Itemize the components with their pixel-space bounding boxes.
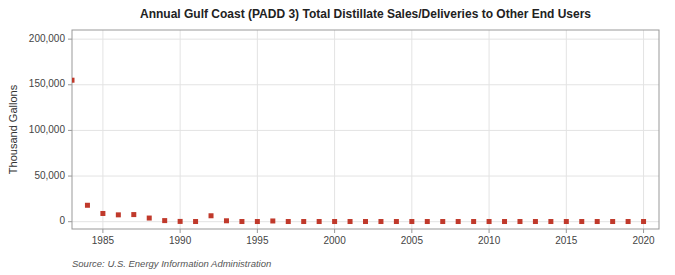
x-grid-line <box>180 30 181 229</box>
point <box>610 219 615 224</box>
points <box>72 78 646 224</box>
y-tick <box>68 221 72 222</box>
point <box>147 216 152 221</box>
point <box>394 219 399 224</box>
x-tick-label: 1985 <box>92 235 115 246</box>
point <box>409 219 414 224</box>
point <box>363 219 368 224</box>
x-grid-line <box>334 30 335 229</box>
point <box>178 219 183 224</box>
x-grid-line <box>411 30 412 229</box>
point <box>595 219 600 224</box>
point <box>517 219 522 224</box>
x-tick <box>643 229 644 233</box>
point <box>131 212 136 217</box>
y-tick-label: 150,000 <box>29 78 66 89</box>
point <box>487 219 492 224</box>
x-tick <box>102 229 103 233</box>
point <box>425 219 430 224</box>
x-tick-label: 2015 <box>555 235 578 246</box>
point <box>579 219 584 224</box>
point <box>72 78 75 83</box>
y-tick <box>68 84 72 85</box>
point <box>502 219 507 224</box>
y-grid-line <box>72 130 659 131</box>
point <box>548 219 553 224</box>
x-tick <box>411 229 412 233</box>
y-tick-label: 100,000 <box>29 124 66 135</box>
y-grid-line <box>72 84 659 85</box>
y-grid-line <box>72 176 659 177</box>
x-tick <box>257 229 258 233</box>
source-note: Source: U.S. Energy Information Administ… <box>72 258 271 269</box>
x-grid-line <box>102 30 103 229</box>
point <box>456 219 461 224</box>
y-axis-label: Thousand Gallons <box>7 84 19 174</box>
point <box>440 219 445 224</box>
y-grid-line <box>72 39 659 40</box>
y-tick <box>68 176 72 177</box>
point <box>116 212 121 217</box>
y-tick-label: 200,000 <box>29 33 66 44</box>
point <box>533 219 538 224</box>
point <box>270 218 275 223</box>
x-tick-label: 1995 <box>246 235 269 246</box>
point <box>162 218 167 223</box>
x-tick-label: 1990 <box>169 235 192 246</box>
y-tick-label: 0 <box>59 215 65 226</box>
x-tick-label: 2010 <box>478 235 501 246</box>
point <box>224 218 229 223</box>
x-axis: 1985 1990 1995 2000 2005 2010 2015 2020 <box>92 229 655 246</box>
chart: 0 50,000 100,000 150,000 200,000 1985 1990 1995… <box>0 0 675 275</box>
point <box>317 219 322 224</box>
x-tick <box>334 229 335 233</box>
point <box>564 219 569 224</box>
point <box>193 219 198 224</box>
point <box>471 219 476 224</box>
x-tick <box>489 229 490 233</box>
point <box>209 213 214 218</box>
y-tick-label: 50,000 <box>34 170 65 181</box>
point <box>85 203 90 208</box>
point <box>100 211 105 216</box>
x-grid-line <box>566 30 567 229</box>
x-tick-label: 2020 <box>632 235 655 246</box>
point <box>626 219 631 224</box>
x-tick-label: 2000 <box>323 235 346 246</box>
x-grid-line <box>489 30 490 229</box>
x-grid-line <box>643 30 644 229</box>
grid <box>72 30 659 229</box>
point <box>348 219 353 224</box>
point <box>301 219 306 224</box>
x-tick <box>180 229 181 233</box>
plot-frame <box>72 30 659 229</box>
point <box>332 219 337 224</box>
x-tick-label: 2005 <box>401 235 424 246</box>
point <box>255 219 260 224</box>
point <box>641 219 646 224</box>
plot-area <box>72 30 659 229</box>
y-axis: 0 50,000 100,000 150,000 200,000 <box>29 33 72 227</box>
point <box>286 219 291 224</box>
y-tick <box>68 130 72 131</box>
point <box>239 219 244 224</box>
point <box>378 219 383 224</box>
title: Annual Gulf Coast (PADD 3) Total Distill… <box>140 7 591 21</box>
y-tick <box>68 39 72 40</box>
x-grid-line <box>257 30 258 229</box>
x-tick <box>566 229 567 233</box>
